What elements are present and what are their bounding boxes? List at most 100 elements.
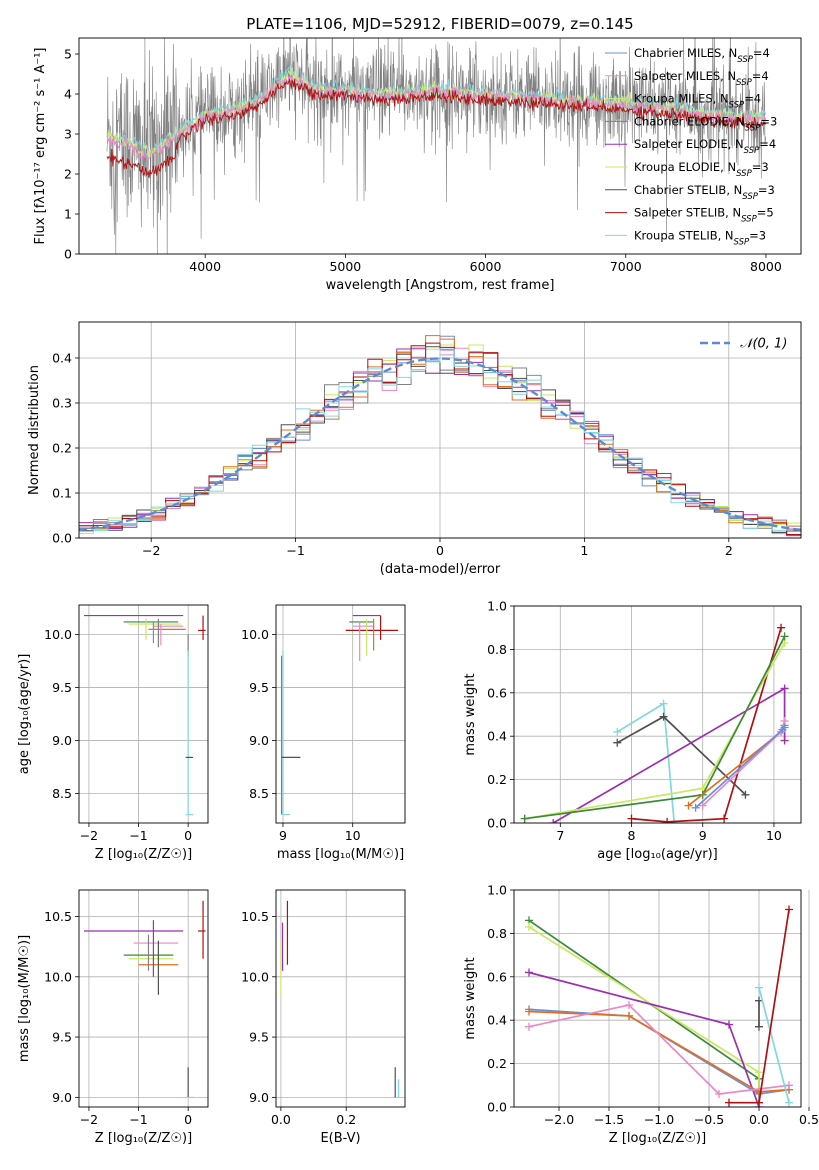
x-tick-label: 8000 — [750, 259, 782, 274]
x-tick-label: 0.0 — [271, 1112, 291, 1127]
y-tick-label: 10.0 — [241, 627, 269, 642]
series-marker — [659, 699, 668, 708]
axes-frame — [513, 889, 802, 1108]
plot-area — [83, 900, 206, 1098]
plot-area — [280, 614, 399, 816]
y-tick-label: 2 — [64, 167, 72, 182]
x-tick-label: 9 — [699, 828, 707, 843]
legend-entry: Kroupa MILES, NSSP=4 — [634, 92, 761, 111]
histogram-series — [79, 348, 801, 532]
x-tick-label: −1 — [129, 828, 147, 843]
x-axis-label: Z [log₁₀(Z/Z☉)] — [609, 1131, 706, 1146]
x-tick-label: 0 — [436, 543, 444, 558]
y-tick-label: 4 — [64, 87, 72, 102]
series-marker — [520, 814, 529, 823]
plot-area — [280, 900, 400, 1098]
y-tick-label: 0.4 — [487, 729, 507, 744]
y-tick-label: 8.5 — [249, 786, 269, 801]
series-marker — [691, 803, 700, 812]
series-marker — [670, 819, 679, 823]
x-tick-label: 7 — [556, 828, 564, 843]
axes-age_vs_mass: 9 10 8.5 9.0 9.5 10.0 mass [log₁₀(M/M☉)] — [241, 604, 406, 862]
series-marker — [715, 1089, 723, 1098]
axes-frame — [513, 605, 802, 824]
plot-area — [79, 335, 801, 537]
series-marker — [525, 922, 533, 931]
x-tick-label: −1.5 — [594, 1112, 624, 1127]
series-marker — [725, 1020, 733, 1029]
x-axis-label: age [log₁₀(age/yr)] — [597, 847, 718, 862]
y-axis-label: Flux [fλ10⁻¹⁷ erg cm⁻² s⁻¹ A⁻¹] — [33, 48, 48, 245]
series-marker — [720, 814, 729, 823]
y-tick-label: 5 — [64, 47, 72, 62]
series-marker — [613, 727, 622, 736]
series-marker — [625, 1011, 633, 1020]
y-tick-label: 10.5 — [241, 909, 269, 924]
legend-entry: Chabrier MILES, NSSP=4 — [634, 46, 770, 65]
axes-frame — [78, 37, 802, 255]
x-tick-label: −0.5 — [694, 1112, 724, 1127]
x-tick-label: −2 — [142, 543, 160, 558]
axes-massweight_vs_Z: −2.0 −1.5 −1.0 −0.5 0.0 0.5 0.0 0.2 0.4 0.6 0.8 1.0… — [463, 883, 819, 1147]
x-tick-label: 10 — [766, 828, 782, 843]
y-tick-label: 0.6 — [487, 685, 507, 700]
series-marker — [725, 1098, 733, 1107]
legend-entry: Chabrier ELODIE, NSSP=3 — [634, 114, 777, 133]
x-tick-label: −2 — [80, 1112, 98, 1127]
y-tick-label: 0.6 — [487, 969, 507, 984]
legend-entry: Chabrier STELIB, NSSP=3 — [634, 183, 775, 202]
x-tick-label: 0.2 — [336, 1112, 356, 1127]
series-marker — [627, 814, 636, 823]
spectrum-model-line — [106, 77, 767, 178]
x-tick-label: 0 — [184, 828, 192, 843]
series-marker — [663, 817, 672, 823]
x-axis-label: E(B-V) — [320, 1131, 360, 1146]
axes-frame — [78, 321, 802, 539]
x-tick-label: 4000 — [189, 259, 221, 274]
grid — [276, 890, 405, 1107]
y-tick-label: 0.1 — [52, 486, 72, 501]
axes-residuals: −2 −1 0 1 2 0.0 0.1 0.2 0.3 0.4 (data-model)/error… — [27, 321, 802, 577]
plot-area — [525, 905, 793, 1107]
x-tick-label: 0.5 — [799, 1112, 819, 1127]
series-line — [528, 971, 760, 1107]
y-tick-label: 9.5 — [249, 1030, 269, 1045]
x-tick-label: −2 — [80, 828, 98, 843]
histogram-series — [79, 335, 801, 532]
y-tick-label: 0.0 — [487, 1100, 507, 1115]
x-tick-label: −1 — [129, 1112, 147, 1127]
series-marker — [780, 632, 789, 641]
figure-title: PLATE=1106, MJD=52912, FIBERID=0079, z=0… — [246, 15, 633, 33]
series-marker — [755, 1022, 763, 1031]
legend-entry: Kroupa STELIB, NSSP=3 — [634, 228, 766, 247]
histogram-series — [79, 342, 801, 535]
y-axis-label: mass weight — [463, 957, 478, 1039]
y-tick-label: 0.4 — [487, 1013, 507, 1028]
series-marker — [785, 905, 793, 914]
axes-mass_vs_ebv: 0.0 0.2 9.0 9.5 10.0 10.5 E(B-V) — [241, 889, 406, 1146]
y-axis-label: Normed distribution — [27, 365, 42, 495]
series-line — [528, 1010, 790, 1093]
x-tick-label: 7000 — [610, 259, 642, 274]
series-marker — [780, 736, 789, 745]
axes-mass_vs_Z: −2 −1 0 9.0 9.5 10.0 10.5 Z [log₁₀(Z/Z☉)] mass [… — [17, 889, 209, 1146]
x-tick-label: 5000 — [329, 259, 361, 274]
axes-frame — [275, 604, 406, 824]
x-axis-label: wavelength [Angstrom, rest frame] — [326, 278, 555, 293]
series-marker — [755, 983, 763, 992]
x-tick-label: 8 — [628, 828, 636, 843]
series-line — [528, 1008, 790, 1095]
normal-curve — [79, 357, 801, 532]
axes-frame — [78, 889, 209, 1108]
x-tick-label: 2 — [725, 543, 733, 558]
y-tick-label: 0.2 — [487, 772, 507, 787]
y-tick-label: 0 — [64, 247, 72, 262]
legend-entry: Salpeter ELODIE, NSSP=4 — [634, 137, 776, 156]
x-tick-label: −1 — [286, 543, 304, 558]
legend-entry: 𝒩(0, 1) — [740, 337, 787, 352]
plot-area — [520, 623, 789, 823]
x-tick-label: −2.0 — [544, 1112, 574, 1127]
y-tick-label: 8.5 — [52, 786, 72, 801]
series-marker — [525, 1022, 533, 1031]
